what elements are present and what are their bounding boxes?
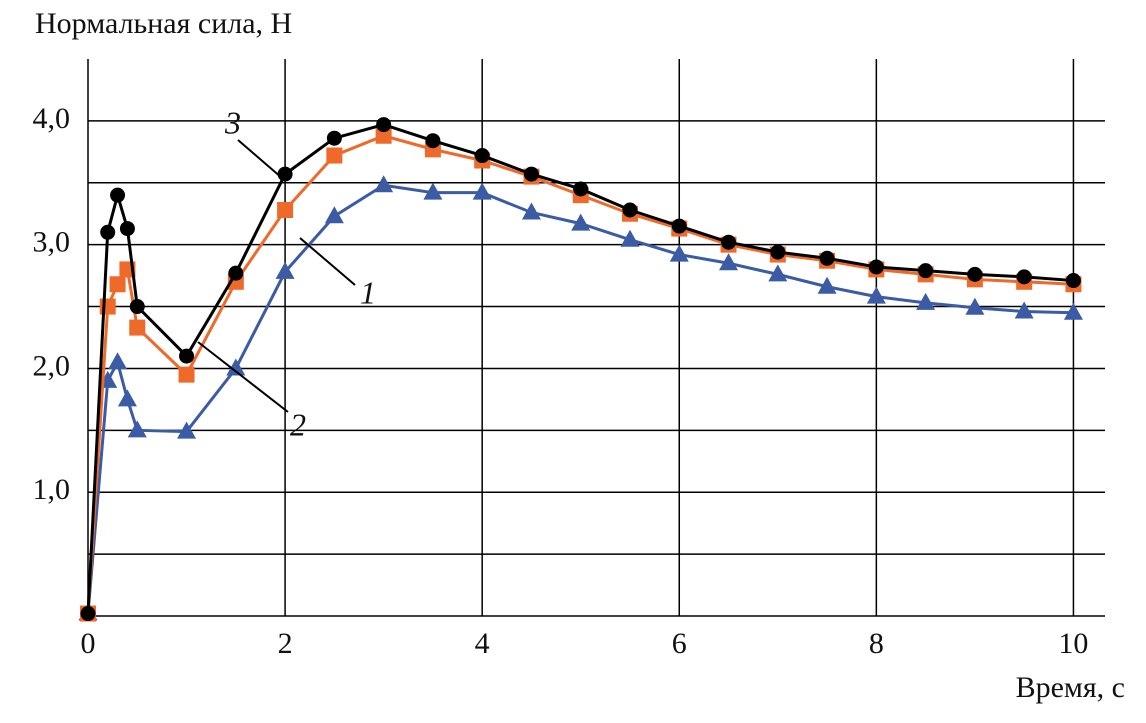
- series-annotation: 3: [224, 104, 241, 140]
- marker: [376, 117, 392, 133]
- marker: [1016, 269, 1032, 285]
- y-tick-label: 2,0: [33, 349, 71, 382]
- marker: [571, 213, 591, 231]
- series-line: [86, 123, 1074, 614]
- marker: [179, 348, 195, 364]
- marker: [965, 297, 985, 315]
- chart-title: Нормальная сила, Н: [35, 7, 292, 40]
- marker: [226, 358, 246, 376]
- marker: [277, 166, 293, 182]
- marker: [523, 166, 539, 182]
- marker: [669, 244, 689, 262]
- marker: [326, 147, 343, 164]
- leader-line: [237, 139, 283, 179]
- marker: [108, 352, 128, 370]
- x-tick-label: 0: [81, 627, 96, 660]
- marker: [1065, 273, 1081, 289]
- marker: [326, 130, 342, 146]
- marker: [177, 421, 197, 439]
- marker: [671, 218, 687, 234]
- marker: [119, 221, 135, 237]
- marker: [768, 264, 788, 282]
- x-tick-label: 6: [672, 627, 687, 660]
- marker: [472, 182, 492, 200]
- marker: [918, 263, 934, 279]
- marker: [277, 202, 294, 219]
- plot-area: 1,0 2,0 3,0 4,0 0 2 4 6 8 10: [33, 59, 1105, 660]
- marker: [573, 181, 589, 197]
- marker: [719, 253, 739, 271]
- marker: [109, 276, 126, 293]
- series-annotation: 2: [290, 406, 306, 442]
- marker: [129, 299, 145, 315]
- x-tick-label: 2: [278, 627, 293, 660]
- x-tick-label: 10: [1058, 627, 1088, 660]
- marker: [100, 224, 116, 240]
- x-tick-label: 8: [869, 627, 884, 660]
- marker: [374, 175, 394, 193]
- marker: [721, 234, 737, 250]
- marker: [127, 420, 147, 438]
- marker: [1014, 301, 1034, 319]
- marker: [474, 148, 490, 164]
- marker: [228, 265, 244, 281]
- marker: [80, 606, 96, 622]
- marker: [375, 127, 392, 144]
- series-line: [86, 183, 1074, 614]
- x-axis-label: Время, с: [1016, 671, 1125, 704]
- marker: [817, 276, 837, 294]
- marker: [916, 292, 936, 310]
- marker: [110, 187, 126, 203]
- marker: [324, 206, 344, 224]
- marker: [866, 286, 886, 304]
- marker: [622, 202, 638, 218]
- marker: [521, 202, 541, 220]
- marker: [117, 389, 137, 407]
- leader-line: [197, 341, 289, 413]
- marker: [770, 244, 786, 260]
- marker: [620, 229, 640, 247]
- marker: [275, 261, 295, 279]
- y-tick-label: 3,0: [33, 226, 71, 259]
- marker: [425, 133, 441, 149]
- series-line: [86, 134, 1074, 614]
- marker: [1063, 302, 1083, 320]
- series-annotation: 1: [360, 274, 376, 310]
- marker: [129, 319, 146, 336]
- marker: [819, 250, 835, 266]
- leader-line: [299, 237, 356, 286]
- marker: [178, 366, 195, 383]
- marker: [423, 182, 443, 200]
- marker: [967, 266, 983, 282]
- y-tick-label: 4,0: [33, 102, 71, 135]
- marker: [868, 259, 884, 275]
- x-tick-label: 4: [475, 627, 490, 660]
- y-tick-label: 1,0: [33, 473, 71, 506]
